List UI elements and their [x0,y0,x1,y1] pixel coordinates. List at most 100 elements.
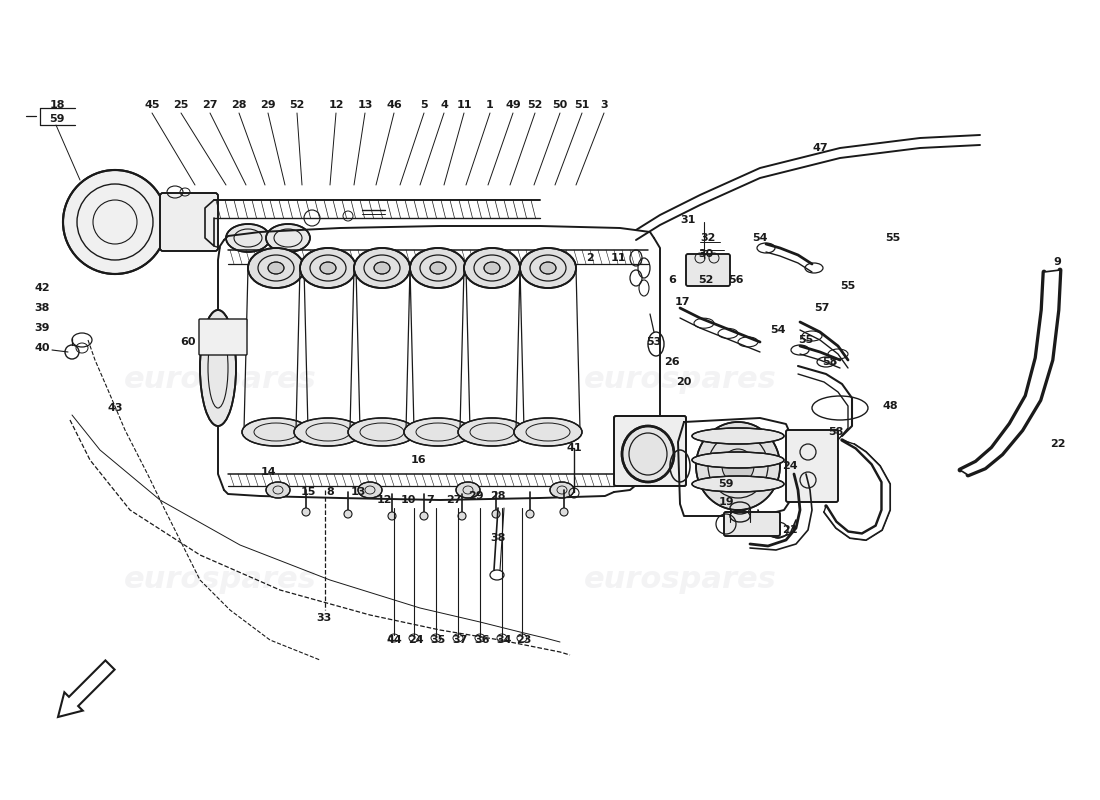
Ellipse shape [266,482,290,498]
Ellipse shape [344,510,352,518]
Ellipse shape [520,248,576,288]
Text: 11: 11 [456,100,472,110]
Text: 9: 9 [1053,257,1060,267]
Text: 23: 23 [516,635,531,645]
Text: 24: 24 [782,461,797,471]
Ellipse shape [692,476,784,492]
Text: 26: 26 [664,357,680,367]
Text: 51: 51 [574,100,590,110]
FancyBboxPatch shape [199,319,248,355]
Text: 25: 25 [174,100,189,110]
Ellipse shape [63,170,167,274]
Text: 10: 10 [400,495,416,505]
Text: 59: 59 [718,479,734,489]
Text: 46: 46 [386,100,402,110]
Text: 27: 27 [447,495,462,505]
Text: 58: 58 [823,357,838,367]
Ellipse shape [300,248,356,288]
Ellipse shape [458,418,526,446]
Text: 59: 59 [50,114,65,124]
Text: 52: 52 [289,100,305,110]
Polygon shape [960,270,1060,475]
Text: 12: 12 [376,495,392,505]
Text: 55: 55 [886,233,901,243]
Text: 41: 41 [566,443,582,453]
Text: 42: 42 [34,283,50,293]
Ellipse shape [420,512,428,520]
Text: 27: 27 [202,100,218,110]
Ellipse shape [430,262,446,274]
Text: 28: 28 [231,100,246,110]
Text: eurospares: eurospares [123,366,317,394]
Text: 31: 31 [680,215,695,225]
Ellipse shape [358,482,382,498]
Text: 5: 5 [420,100,428,110]
Text: 20: 20 [676,377,692,387]
Text: 40: 40 [34,343,50,353]
Text: 49: 49 [505,100,521,110]
Text: 24: 24 [408,635,424,645]
Text: 14: 14 [261,467,276,477]
Text: 43: 43 [108,403,123,413]
Text: 7: 7 [426,495,433,505]
Ellipse shape [722,449,754,483]
Text: 13: 13 [358,100,373,110]
Text: 33: 33 [317,613,331,623]
Ellipse shape [294,418,362,446]
Text: 6: 6 [668,275,675,285]
Text: 47: 47 [812,143,828,153]
Text: 55: 55 [840,281,856,291]
Text: 11: 11 [610,253,626,263]
Text: 39: 39 [34,323,50,333]
Ellipse shape [374,262,390,274]
Text: 3: 3 [601,100,608,110]
Text: 50: 50 [552,100,568,110]
Ellipse shape [410,248,466,288]
Text: 54: 54 [770,325,785,335]
Text: 34: 34 [496,635,512,645]
Text: 1: 1 [486,100,494,110]
Ellipse shape [354,248,410,288]
Text: 2: 2 [586,253,594,263]
Text: 52: 52 [698,275,714,285]
Text: 35: 35 [430,635,446,645]
FancyBboxPatch shape [614,416,686,486]
Text: 37: 37 [452,635,468,645]
Text: 32: 32 [701,233,716,243]
Text: 4: 4 [440,100,448,110]
Text: 13: 13 [350,487,365,497]
Text: 19: 19 [718,497,734,507]
Ellipse shape [464,248,520,288]
Text: eurospares: eurospares [584,366,777,394]
FancyBboxPatch shape [724,512,780,536]
Ellipse shape [266,224,310,252]
Text: 56: 56 [728,275,744,285]
Text: 38: 38 [34,303,50,313]
Text: 52: 52 [527,100,542,110]
Ellipse shape [550,482,574,498]
Text: 36: 36 [474,635,490,645]
Text: 15: 15 [300,487,316,497]
Text: 38: 38 [491,533,506,543]
Text: 58: 58 [828,427,844,437]
Ellipse shape [484,262,500,274]
Ellipse shape [692,452,784,468]
Ellipse shape [388,512,396,520]
Text: 48: 48 [882,401,898,411]
Text: 16: 16 [410,455,426,465]
Ellipse shape [621,426,674,482]
Text: 18: 18 [50,100,65,110]
Text: 45: 45 [144,100,159,110]
Ellipse shape [526,510,534,518]
FancyBboxPatch shape [686,254,730,286]
Text: 57: 57 [814,303,829,313]
Text: 53: 53 [647,337,661,347]
Ellipse shape [248,248,304,288]
Text: eurospares: eurospares [584,566,777,594]
FancyArrow shape [58,661,114,717]
Text: 29: 29 [261,100,276,110]
Ellipse shape [348,418,416,446]
Ellipse shape [696,422,780,510]
Text: 54: 54 [752,233,768,243]
Text: 44: 44 [386,635,402,645]
